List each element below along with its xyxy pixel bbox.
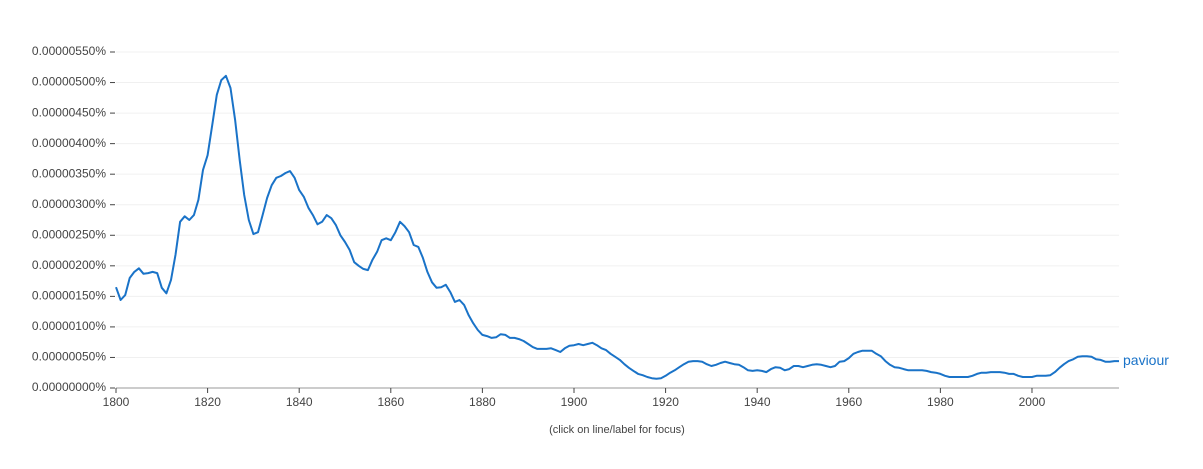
y-tick-label: 0.00000450% [32, 105, 106, 119]
x-tick-label: 2000 [1019, 395, 1046, 409]
y-tick-label: 0.00000400% [32, 136, 106, 150]
y-tick-label: 0.00000300% [32, 197, 106, 211]
x-tick-label: 1960 [835, 395, 862, 409]
y-tick-label: 0.00000500% [32, 75, 106, 89]
x-tick-label: 1920 [652, 395, 679, 409]
y-tick-label: 0.00000050% [32, 350, 106, 364]
y-tick-label: 0.00000550% [32, 44, 106, 58]
series-label[interactable]: paviour [1123, 352, 1169, 368]
x-tick-label: 1860 [377, 395, 404, 409]
x-tick-label: 1880 [469, 395, 496, 409]
x-tick-label: 1820 [194, 395, 221, 409]
x-tick-label: 1840 [286, 395, 313, 409]
y-tick-label: 0.00000150% [32, 289, 106, 303]
y-tick-label: 0.00000000% [32, 380, 106, 394]
y-tick-label: 0.00000250% [32, 227, 106, 241]
x-tick-label: 1940 [744, 395, 771, 409]
y-tick-label: 0.00000200% [32, 258, 106, 272]
x-tick-label: 1900 [561, 395, 588, 409]
y-tick-label: 0.00000100% [32, 319, 106, 333]
x-tick-label: 1800 [103, 395, 130, 409]
x-tick-label: 1980 [927, 395, 954, 409]
series-line[interactable] [115, 74, 1119, 380]
hint: (click on line/label for focus) [549, 424, 685, 436]
y-tick-label: 0.00000350% [32, 166, 106, 180]
